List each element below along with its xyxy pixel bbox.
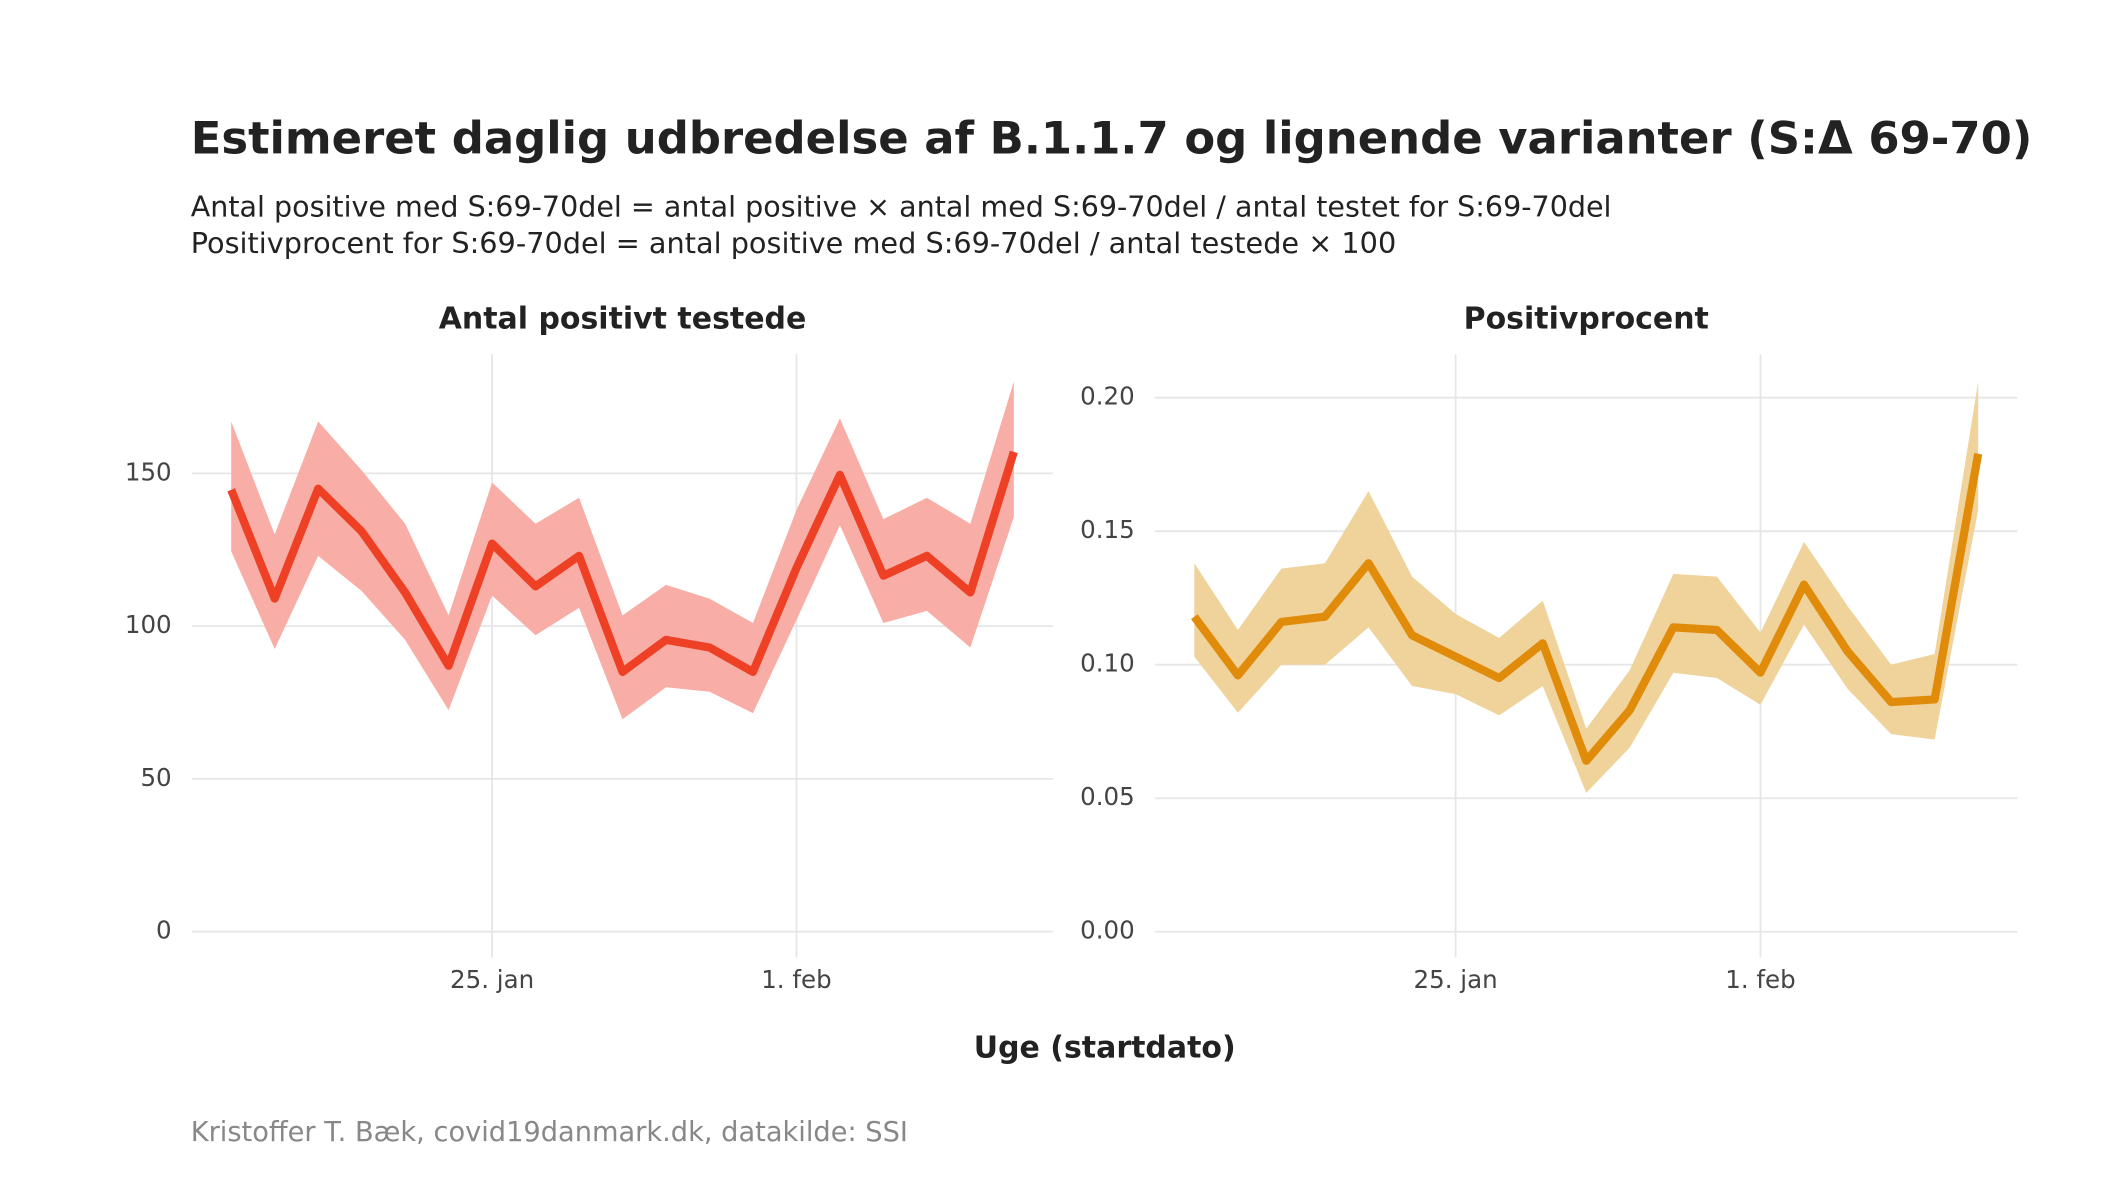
ribbon: [1194, 381, 1979, 793]
panel-title: Positivprocent: [1464, 302, 1709, 337]
y-tick-label: 0.10: [1080, 649, 1135, 678]
caption: Kristoffer T. Bæk, covid19danmark.dk, da…: [191, 1117, 908, 1148]
line: [1191, 453, 1983, 765]
title: Estimeret daglig udbredelse af B.1.1.7 o…: [191, 112, 2033, 165]
y-tick-label: 0: [156, 916, 172, 945]
x-tick-label: 25. jan: [1414, 965, 1498, 994]
y-tick-label: 0.15: [1080, 515, 1135, 544]
x-axis-label: Uge (startdato): [974, 1030, 1236, 1065]
y-tick-label: 100: [125, 610, 172, 639]
y-tick-label: 0.00: [1080, 916, 1135, 945]
subtitle: Positivprocent for S:69-70del = antal po…: [191, 226, 1397, 260]
y-tick-label: 50: [140, 763, 171, 792]
panel-title: Antal positivt testede: [439, 302, 807, 337]
y-tick-label: 0.05: [1080, 782, 1135, 811]
x-tick-label: 25. jan: [450, 965, 534, 994]
line: [227, 450, 1018, 677]
x-tick-label: 1. feb: [1725, 965, 1795, 994]
subtitle: Antal positive med S:69-70del = antal po…: [191, 189, 1612, 223]
y-tick-label: 0.20: [1080, 382, 1135, 411]
x-tick-label: 1. feb: [761, 965, 831, 994]
y-tick-label: 150: [125, 457, 172, 486]
